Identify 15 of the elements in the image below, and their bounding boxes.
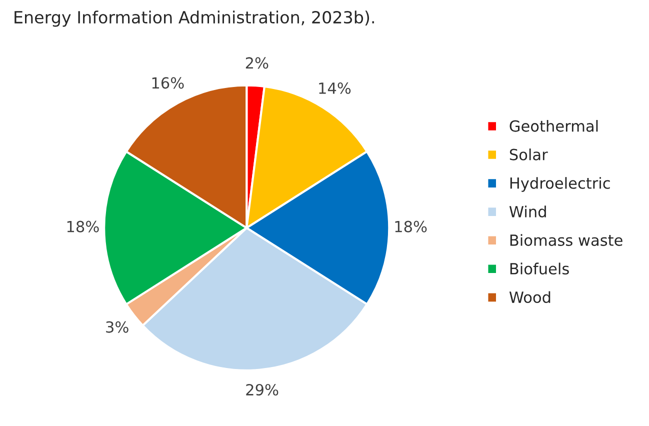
data-label: 29% — [246, 384, 278, 396]
legend-label: Wind — [509, 206, 546, 218]
data-label: 3% — [106, 321, 128, 333]
text: Energy Information Administration, 2023b). — [14, 10, 374, 27]
data-label: 14% — [319, 82, 351, 94]
data-label: 18% — [67, 220, 99, 232]
legend-label: Biomass waste — [510, 234, 622, 246]
legend-label: Biofuels — [510, 262, 569, 275]
legend-label: Hydroelectric — [510, 177, 610, 192]
legend-label: Solar — [510, 148, 548, 160]
data-label: 18% — [395, 220, 427, 232]
data-label: 2% — [246, 57, 268, 69]
legend-label: Geothermal — [510, 120, 598, 132]
data-label: 16% — [152, 77, 184, 89]
legend-label: Wood — [509, 291, 550, 304]
